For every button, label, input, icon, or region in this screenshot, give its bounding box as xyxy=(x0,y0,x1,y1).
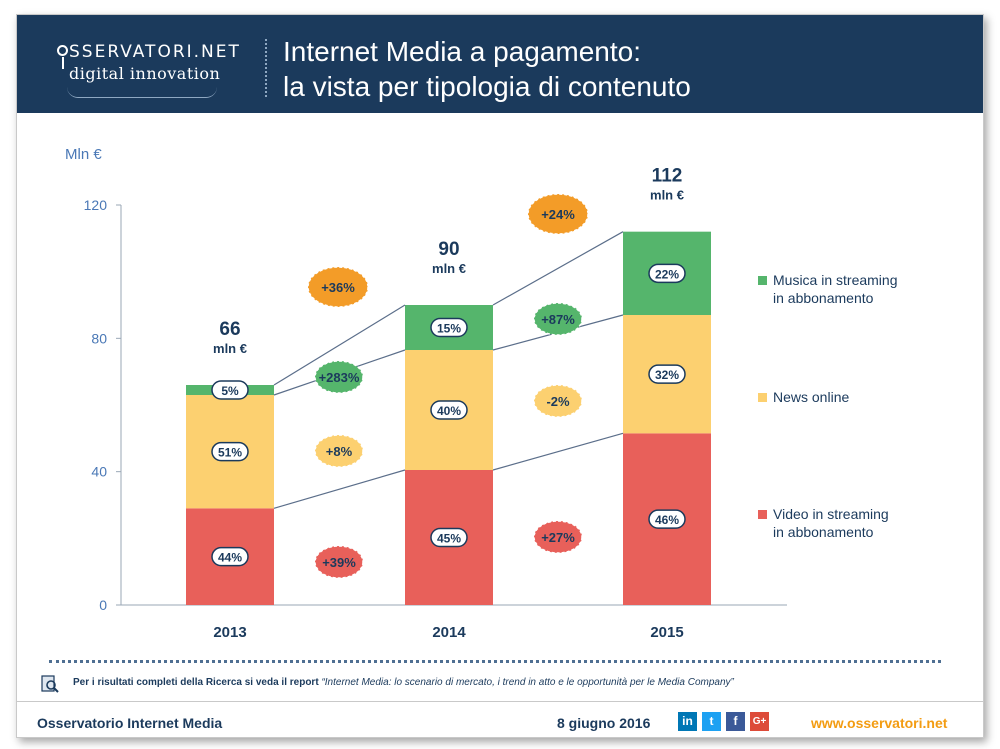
logo-swoosh xyxy=(67,87,217,98)
facebook-icon[interactable]: f xyxy=(726,712,745,731)
footer-date: 8 giugno 2016 xyxy=(557,715,651,731)
share-pill xyxy=(648,263,686,284)
share-label: 5% xyxy=(221,384,239,398)
share-pill xyxy=(211,546,249,567)
growth-connector xyxy=(492,432,624,471)
legend-label: Video in streaming xyxy=(773,506,889,522)
total-unit: mln € xyxy=(650,188,684,203)
growth-label: +24% xyxy=(541,207,575,222)
report-note: Per i risultati completi della Ricerca s… xyxy=(73,677,734,688)
y-axis-label: Mln € xyxy=(65,146,102,163)
growth-label: -2% xyxy=(546,394,570,409)
legend-label: News online xyxy=(773,389,849,405)
footer-divider xyxy=(49,660,941,663)
header-divider xyxy=(265,39,267,97)
share-pill xyxy=(211,441,249,462)
twitter-icon[interactable]: t xyxy=(702,712,721,731)
legend-label: Musica in streaming xyxy=(773,272,898,288)
growth-bubble xyxy=(533,302,583,336)
growth-label: +8% xyxy=(326,444,353,459)
legend-label-line2: in abbonamento xyxy=(773,524,874,540)
growth-bubble xyxy=(314,434,364,468)
legend-swatch xyxy=(758,276,767,285)
growth-connector xyxy=(273,304,406,386)
footer-program-name: Osservatorio Internet Media xyxy=(37,715,223,731)
header-bar: SSERVATORI.NET digital innovation Intern… xyxy=(17,15,983,113)
growth-label: +27% xyxy=(541,530,575,545)
share-pill xyxy=(211,380,249,400)
y-tick-label: 40 xyxy=(91,464,107,480)
bottom-divider xyxy=(17,701,983,702)
growth-label: +36% xyxy=(321,280,355,295)
growth-bubble xyxy=(314,360,364,394)
slide: SSERVATORI.NET digital innovation Intern… xyxy=(16,14,984,738)
key-icon xyxy=(57,45,68,69)
report-note-text: Per i risultati completi della Ricerca s… xyxy=(73,677,319,688)
legend-label-line2: in abbonamento xyxy=(773,290,874,306)
share-label: 32% xyxy=(655,368,679,382)
page-title-line-2: la vista per tipologia di contenuto xyxy=(283,71,691,102)
growth-bubble xyxy=(314,545,364,579)
share-pill xyxy=(430,317,468,338)
y-tick-label: 80 xyxy=(91,330,107,346)
share-pill xyxy=(648,364,686,384)
share-label: 40% xyxy=(437,404,461,418)
logo-tagline: digital innovation xyxy=(69,64,221,83)
logo-wordmark: SSERVATORI.NET xyxy=(69,42,241,62)
y-tick-label: 120 xyxy=(84,197,108,213)
growth-bubble xyxy=(527,193,589,235)
y-tick-label: 0 xyxy=(99,597,107,613)
share-pill xyxy=(430,527,468,548)
share-label: 51% xyxy=(218,446,242,460)
total-value: 90 xyxy=(438,239,459,260)
growth-label: +283% xyxy=(319,370,360,385)
magnifier-document-icon xyxy=(41,675,59,693)
legend-swatch xyxy=(758,510,767,519)
share-label: 45% xyxy=(437,532,461,546)
x-tick-label: 2015 xyxy=(650,624,683,641)
googleplus-icon[interactable]: G+ xyxy=(750,712,769,731)
share-label: 15% xyxy=(437,322,461,336)
page-title-line-1: Internet Media a pagamento: xyxy=(283,36,642,67)
footer-url-link[interactable]: www.osservatori.net xyxy=(811,715,948,731)
share-label: 44% xyxy=(218,551,242,565)
share-pill xyxy=(430,400,468,420)
share-label: 46% xyxy=(655,513,679,527)
growth-bubble xyxy=(533,384,583,418)
linkedin-icon[interactable]: in xyxy=(678,712,697,731)
legend-swatch xyxy=(758,393,767,402)
growth-connector xyxy=(273,469,406,509)
total-unit: mln € xyxy=(213,341,247,356)
share-label: 22% xyxy=(655,267,679,281)
report-note-title: “Internet Media: lo scenario di mercato,… xyxy=(321,677,734,688)
total-value: 66 xyxy=(219,319,240,340)
x-tick-label: 2013 xyxy=(213,624,246,641)
total-value: 112 xyxy=(652,166,683,187)
total-unit: mln € xyxy=(432,261,466,276)
x-tick-label: 2014 xyxy=(432,624,466,641)
growth-connector xyxy=(492,231,624,306)
growth-bubble xyxy=(533,520,583,554)
share-pill xyxy=(648,509,686,529)
growth-bubble xyxy=(307,266,369,308)
growth-label: +87% xyxy=(541,312,575,327)
growth-label: +39% xyxy=(322,555,356,570)
